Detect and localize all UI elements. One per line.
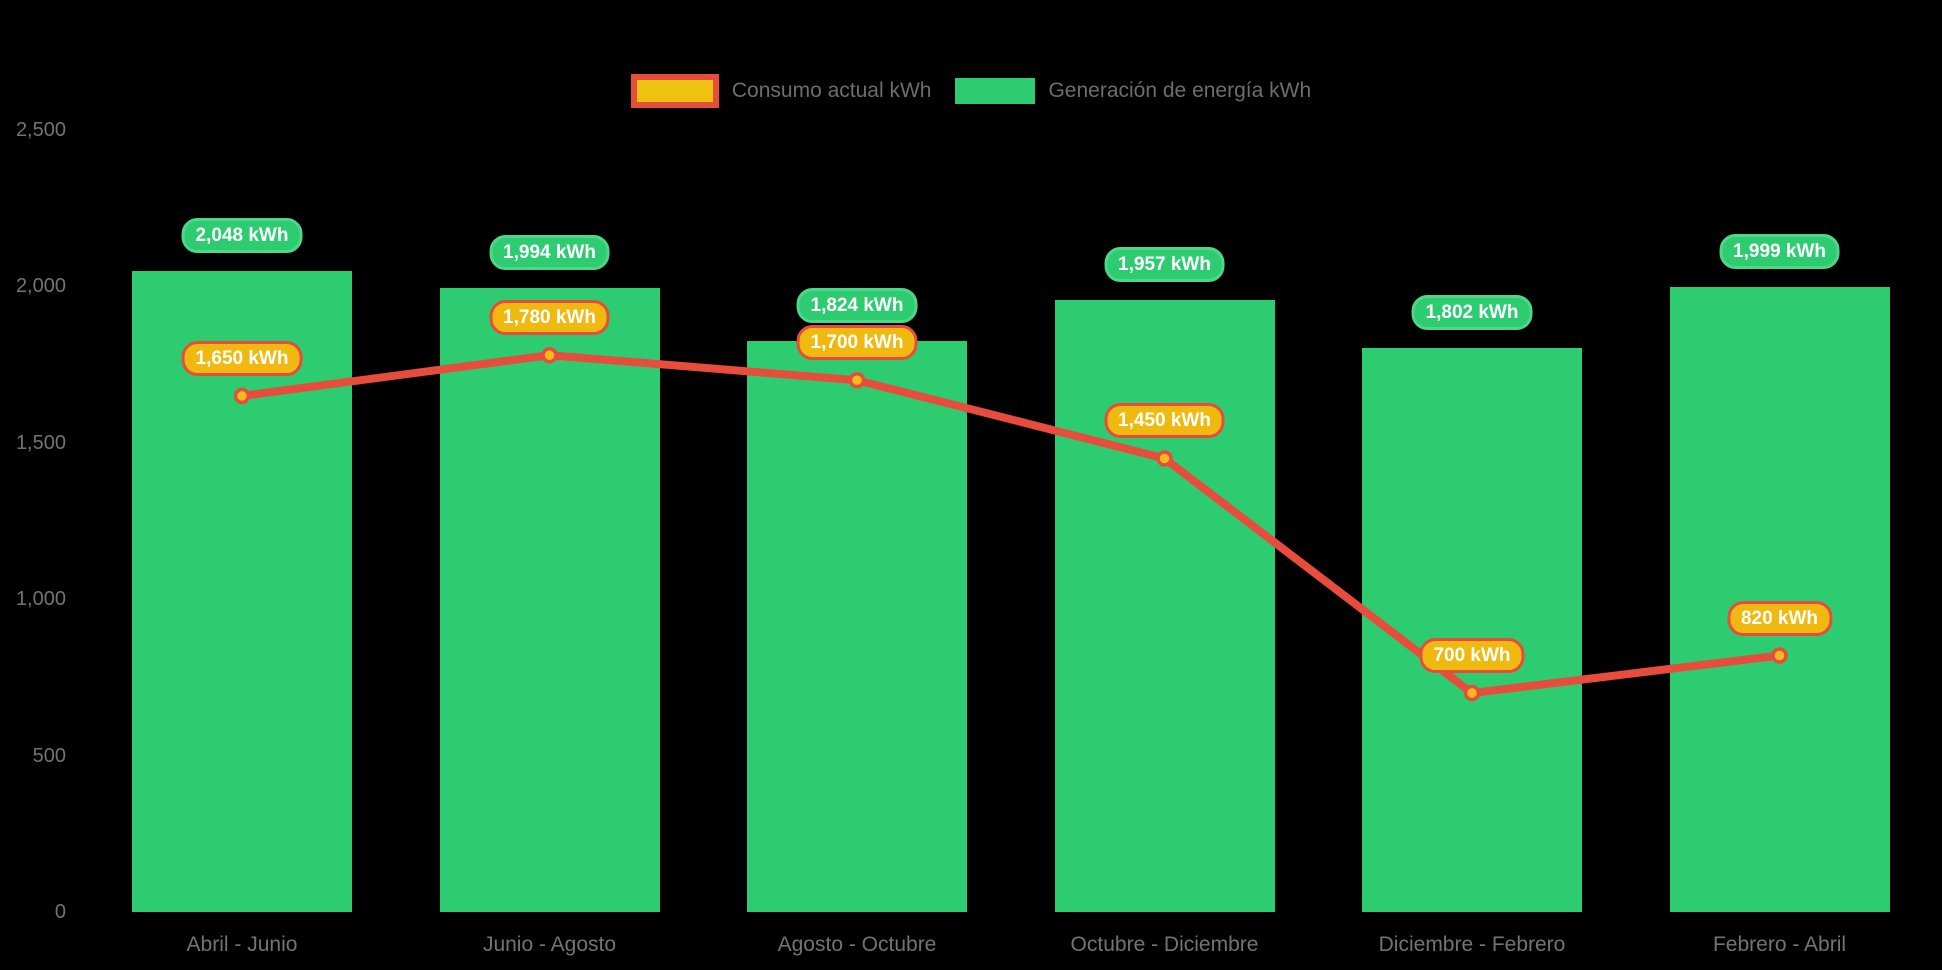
x-axis-category-label: Diciembre - Febrero xyxy=(1378,933,1566,956)
legend-item-consumption[interactable]: Consumo actual kWh xyxy=(630,74,932,108)
x-axis-category-label: Agosto - Octubre xyxy=(777,933,937,956)
consumption-line xyxy=(238,351,1784,698)
consumption-point xyxy=(233,387,251,405)
x-axis-category-label: Febrero - Abril xyxy=(1712,933,1847,956)
generation-value-label: 1,994 kWh xyxy=(489,235,610,271)
bar-generation xyxy=(132,271,352,912)
generation-value-label: 1,824 kWh xyxy=(796,288,918,324)
generation-value-label: 1,957 kWh xyxy=(1104,246,1225,282)
generation-value-label: 2,048 kWh xyxy=(181,218,303,254)
bar-generation xyxy=(1054,299,1275,912)
consumption-point xyxy=(1771,647,1788,664)
x-axis-category-label: Abril - Junio xyxy=(186,933,298,956)
chart-legend: Consumo actual kWh Generación de energía… xyxy=(0,74,1942,108)
generation-legend-swatch xyxy=(955,78,1036,104)
x-axis-category-label: Octubre - Diciembre xyxy=(1070,933,1259,956)
y-axis-tick-label: 2,500 xyxy=(15,119,66,141)
consumption-value-label: 700 kWh xyxy=(1419,638,1525,674)
legend-item-generation[interactable]: Generación de energía kWh xyxy=(955,78,1311,104)
consumption-value-label: 820 kWh xyxy=(1726,600,1833,636)
bar-generation xyxy=(1669,286,1890,912)
consumption-value-label: 1,700 kWh xyxy=(796,325,918,361)
consumption-point xyxy=(1156,450,1173,467)
consumption-point xyxy=(848,371,866,389)
bar-generation xyxy=(1362,348,1582,912)
legend-label-generation: Generación de energía kWh xyxy=(1048,79,1312,102)
consumption-point xyxy=(541,346,558,364)
consumption-point xyxy=(1463,684,1481,702)
generation-value-label: 1,802 kWh xyxy=(1411,295,1533,331)
consumption-value-label: 1,780 kWh xyxy=(489,300,610,336)
bar-generation xyxy=(747,341,967,912)
y-axis-tick-label: 0 xyxy=(54,901,66,923)
x-axis-category-label: Junio - Agosto xyxy=(482,933,617,956)
consumption-legend-swatch xyxy=(630,74,719,108)
legend-label-consumption: Consumo actual kWh xyxy=(731,79,932,102)
y-axis-tick-label: 2,000 xyxy=(15,275,66,298)
generation-value-label: 1,999 kWh xyxy=(1719,233,1840,269)
y-axis-tick-label: 500 xyxy=(32,744,66,767)
bar-generation xyxy=(439,288,660,912)
y-axis-tick-label: 1,000 xyxy=(15,588,66,611)
consumption-value-label: 1,450 kWh xyxy=(1104,403,1225,439)
y-axis-tick-label: 1,500 xyxy=(15,431,66,454)
consumption-value-label: 1,650 kWh xyxy=(181,340,303,376)
